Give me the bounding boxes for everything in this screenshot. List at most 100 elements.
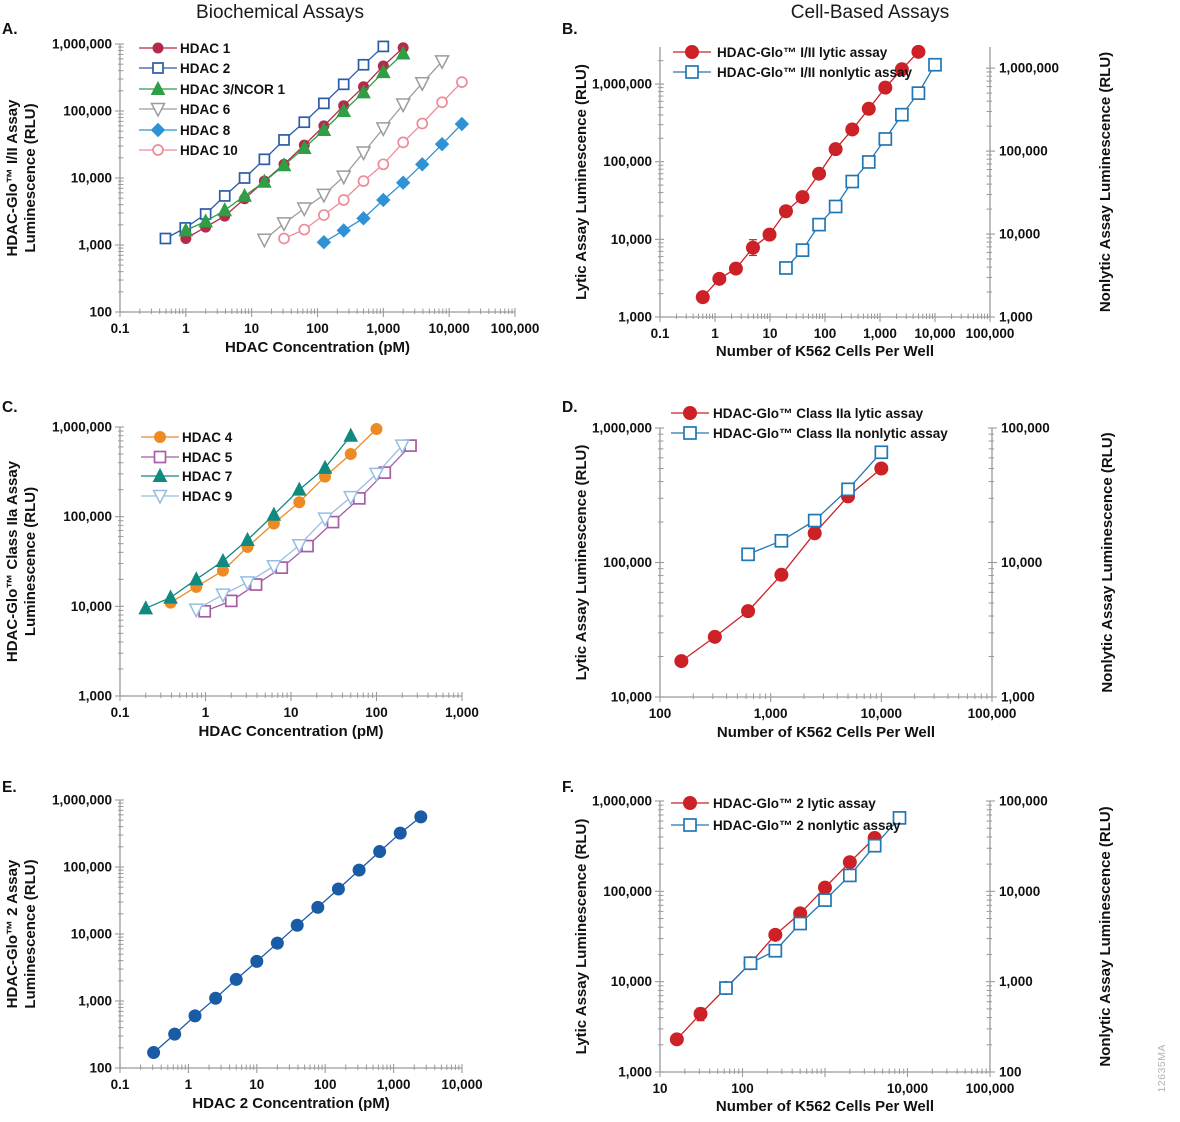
svg-text:100: 100 [731, 1081, 754, 1096]
y-axis-title-C: HDAC-Glo™ Class IIa AssayLuminescence (R… [4, 460, 39, 662]
series-hdac-8 [316, 116, 470, 250]
panel-letter-A: A. [2, 21, 18, 38]
x-axis-title-C: HDAC Concentration (pM) [199, 723, 384, 740]
svg-text:1: 1 [202, 705, 210, 720]
svg-text:100,000: 100,000 [63, 860, 112, 875]
svg-text:HDAC 3/NCOR 1: HDAC 3/NCOR 1 [180, 82, 286, 97]
svg-text:1,000,000: 1,000,000 [52, 37, 112, 52]
svg-text:100: 100 [306, 321, 329, 336]
svg-text:HDAC 2: HDAC 2 [180, 61, 230, 76]
svg-text:100: 100 [365, 705, 388, 720]
legend-A: HDAC 1 HDAC 2 HDAC 3/NCOR 1 HDAC 6 HDAC 8 HDA… [139, 41, 286, 158]
svg-text:1,000,000: 1,000,000 [592, 421, 652, 436]
svg-text:HDAC 7: HDAC 7 [182, 469, 232, 484]
svg-text:10,000: 10,000 [999, 884, 1040, 899]
svg-text:100: 100 [314, 1077, 337, 1092]
svg-text:1: 1 [185, 1077, 193, 1092]
svg-text:HDAC-Glo™ Class IIa lytic assa: HDAC-Glo™ Class IIa lytic assay [713, 406, 924, 421]
legend-D: HDAC-Glo™ Class IIa lytic assay HDAC-Glo™… [671, 406, 948, 441]
svg-text:10: 10 [652, 1081, 667, 1096]
series-hdac-2 [147, 810, 428, 1060]
svg-text:HDAC 5: HDAC 5 [182, 450, 233, 465]
chart-D: 100 1,000 10,000 100,000 10,000 100,000 1,000,… [562, 399, 1116, 741]
series-hdac-glo-i-ii-lytic-assay [695, 44, 926, 305]
panel-letter-F: F. [562, 779, 574, 796]
axes-D: 100 1,000 10,000 100,000 10,000 100,000 1,000,… [592, 421, 1050, 722]
svg-text:100,000: 100,000 [63, 509, 112, 524]
svg-text:10,000: 10,000 [914, 326, 955, 341]
svg-text:10,000: 10,000 [611, 232, 652, 247]
svg-text:1,000: 1,000 [78, 994, 112, 1009]
svg-text:HDAC-Glo™ 2 nonlytic assay: HDAC-Glo™ 2 nonlytic assay [713, 818, 901, 833]
panel-f-hdac2-cell-based: 10 100 10,000 100,000 1,000 10,000 100,000 1,00… [560, 758, 1180, 1122]
x-axis-title-E: HDAC 2 Concentration (pM) [192, 1095, 390, 1112]
watermark-part-number: 12635MA [1156, 1044, 1168, 1093]
axes-E: 0.1 1 10 100 1,000 10,000 100 1,000 10,000 100,00… [52, 793, 483, 1093]
svg-text:HDAC 1: HDAC 1 [180, 41, 231, 56]
column-title-biochemical: Biochemical Assays [196, 2, 364, 23]
panel-e-hdac2-biochemical: 0.1 1 10 100 1,000 10,000 100 1,000 10,000 100,00… [0, 758, 560, 1122]
svg-text:1,000: 1,000 [754, 706, 788, 721]
panel-letter-E: E. [2, 779, 17, 796]
series-hdac-9 [188, 439, 410, 619]
svg-text:1,000: 1,000 [1001, 690, 1035, 705]
series-hdac-10 [278, 76, 468, 245]
y2-axis-title-B: Nonlytic Assay Luminescence (RLU) [1097, 52, 1114, 312]
svg-text:10: 10 [244, 321, 259, 336]
svg-text:HDAC-Glo™ I/II lytic assay: HDAC-Glo™ I/II lytic assay [717, 45, 888, 60]
svg-text:10,000: 10,000 [611, 974, 652, 989]
axes-B: 0.1 1 10 100 1,000 10,000 100,0001,00010,00010… [592, 47, 1059, 341]
svg-text:10,000: 10,000 [71, 927, 112, 942]
svg-text:1: 1 [711, 326, 719, 341]
svg-text:100,000: 100,000 [491, 321, 540, 336]
svg-text:100,000: 100,000 [966, 1081, 1015, 1096]
svg-text:10: 10 [762, 326, 777, 341]
svg-text:1,000,000: 1,000,000 [592, 794, 652, 809]
svg-text:10,000: 10,000 [611, 690, 652, 705]
series-hdac-glo-i-ii-nonlytic-assay [779, 57, 942, 275]
svg-text:100,000: 100,000 [603, 555, 652, 570]
svg-text:100,000: 100,000 [603, 884, 652, 899]
svg-text:100: 100 [999, 1065, 1022, 1080]
svg-text:10,000: 10,000 [999, 227, 1040, 242]
svg-text:1,000,000: 1,000,000 [592, 77, 652, 92]
chart-A: 0.1 1 10 100 1,000 10,000 100,000 100 1,000 10,00… [2, 21, 539, 356]
series-hdac-glo-class-iia-nonlytic-assay [741, 445, 889, 562]
svg-text:HDAC 6: HDAC 6 [180, 102, 231, 117]
chart-E: 0.1 1 10 100 1,000 10,000 100 1,000 10,000 100,00… [2, 779, 483, 1112]
svg-text:1,000,000: 1,000,000 [52, 793, 112, 808]
svg-text:10,000: 10,000 [1001, 555, 1042, 570]
svg-text:10,000: 10,000 [861, 706, 902, 721]
svg-text:100,000: 100,000 [968, 706, 1017, 721]
svg-text:HDAC 9: HDAC 9 [182, 489, 232, 504]
svg-text:10,000: 10,000 [71, 599, 112, 614]
axes-A: 0.1 1 10 100 1,000 10,000 100,000 100 1,000 10,00… [52, 37, 539, 337]
svg-text:1,000: 1,000 [618, 310, 652, 325]
x-axis-title-B: Number of K562 Cells Per Well [716, 343, 934, 360]
svg-text:10,000: 10,000 [887, 1081, 928, 1096]
svg-text:HDAC-Glo™ I/II nonlytic assay: HDAC-Glo™ I/II nonlytic assay [717, 65, 913, 80]
svg-text:100: 100 [649, 706, 672, 721]
svg-text:100: 100 [814, 326, 837, 341]
svg-text:100: 100 [89, 1061, 112, 1076]
svg-text:1,000: 1,000 [999, 974, 1033, 989]
column-title-cell-based: Cell-Based Assays [790, 2, 950, 23]
svg-text:0.1: 0.1 [111, 705, 130, 720]
svg-text:10,000: 10,000 [429, 321, 470, 336]
panel-letter-B: B. [562, 21, 578, 38]
panel-d-class-iia-cell-based: 100 1,000 10,000 100,000 10,000 100,000 1,000,… [560, 378, 1180, 758]
chart-F: 10 100 10,000 100,000 1,000 10,000 100,000 1,00… [562, 779, 1114, 1115]
legend-B: HDAC-Glo™ I/II lytic assay HDAC-Glo™ I/II… [673, 45, 913, 80]
svg-text:HDAC-Glo™ 2 lytic assay: HDAC-Glo™ 2 lytic assay [713, 796, 876, 811]
svg-text:1,000: 1,000 [366, 321, 400, 336]
svg-text:1,000: 1,000 [618, 1065, 652, 1080]
svg-text:HDAC 10: HDAC 10 [180, 143, 238, 158]
svg-text:100,000: 100,000 [999, 144, 1048, 159]
y-axis-title-F: Lytic Assay Luminescence (RLU) [573, 819, 590, 1055]
y-axis-title-A: HDAC-Glo™ I/II AssayLuminescence (RLU) [4, 99, 39, 257]
legend-F: HDAC-Glo™ 2 lytic assay HDAC-Glo™ 2 nonly… [671, 796, 901, 833]
panel-b-hdac-i-ii-cell-based: 0.1 1 10 100 1,000 10,000 100,000 1,000 10,000 10… [560, 0, 1180, 378]
chart-B: 0.1 1 10 100 1,000 10,000 100,0001,00010,00010… [562, 21, 1114, 360]
panel-letter-C: C. [2, 399, 18, 416]
